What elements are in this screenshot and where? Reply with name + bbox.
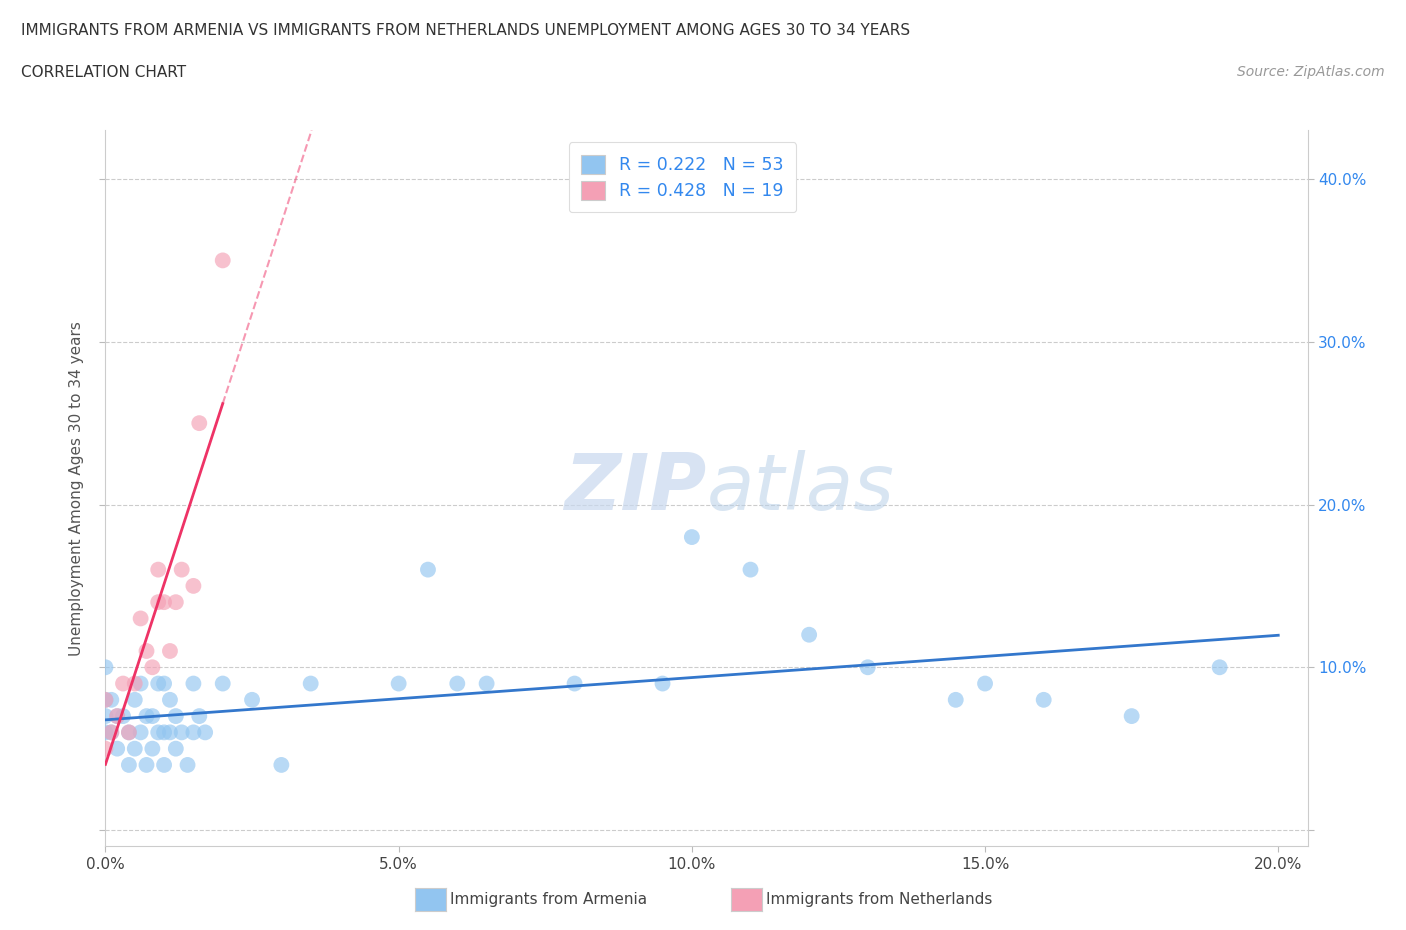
Y-axis label: Unemployment Among Ages 30 to 34 years: Unemployment Among Ages 30 to 34 years [69, 321, 84, 656]
Point [165, 595, 187, 610]
Point [176, 757, 198, 772]
Point [945, 692, 967, 708]
Point [148, 676, 170, 691]
Point [183, 676, 205, 691]
Point [446, 676, 468, 691]
Point [135, 644, 157, 658]
Point [159, 725, 181, 740]
Point [797, 628, 820, 643]
Point [129, 611, 152, 626]
Point [118, 725, 141, 740]
Text: Immigrants from Armenia: Immigrants from Armenia [450, 892, 647, 908]
Text: Source: ZipAtlas.com: Source: ZipAtlas.com [1237, 65, 1385, 79]
Point [100, 725, 122, 740]
Point [183, 578, 205, 593]
Point [112, 709, 135, 724]
Point [153, 595, 176, 610]
Point [141, 741, 163, 756]
Point [105, 709, 128, 724]
Point [564, 676, 586, 691]
Point [105, 709, 128, 724]
Point [681, 530, 703, 545]
Point [183, 725, 205, 740]
Point [740, 562, 762, 577]
Point [135, 709, 157, 724]
Text: Immigrants from Netherlands: Immigrants from Netherlands [766, 892, 993, 908]
Point [188, 709, 211, 724]
Point [124, 692, 146, 708]
Point [124, 741, 146, 756]
Point [94, 660, 117, 675]
Point [112, 676, 135, 691]
Point [100, 692, 122, 708]
Text: CORRELATION CHART: CORRELATION CHART [21, 65, 186, 80]
Text: atlas: atlas [707, 450, 894, 526]
Point [194, 725, 217, 740]
Point [94, 725, 117, 740]
Point [270, 757, 292, 772]
Point [118, 725, 141, 740]
Point [141, 709, 163, 724]
Point [475, 676, 498, 691]
Point [388, 676, 411, 691]
Point [100, 725, 122, 740]
Point [141, 660, 163, 675]
Point [856, 660, 879, 675]
Point [1208, 660, 1230, 675]
Point [159, 692, 181, 708]
Point [129, 725, 152, 740]
Legend: R = 0.222   N = 53, R = 0.428   N = 19: R = 0.222 N = 53, R = 0.428 N = 19 [569, 142, 796, 212]
Point [1032, 692, 1054, 708]
Point [211, 676, 233, 691]
Point [94, 709, 117, 724]
Point [651, 676, 673, 691]
Point [148, 562, 170, 577]
Point [153, 757, 176, 772]
Point [94, 692, 117, 708]
Point [153, 725, 176, 740]
Point [416, 562, 439, 577]
Point [159, 644, 181, 658]
Text: ZIP: ZIP [564, 450, 707, 526]
Point [188, 416, 211, 431]
Point [1121, 709, 1143, 724]
Point [240, 692, 263, 708]
Point [165, 741, 187, 756]
Point [105, 741, 128, 756]
Point [153, 676, 176, 691]
Point [170, 562, 193, 577]
Point [148, 595, 170, 610]
Point [148, 725, 170, 740]
Point [974, 676, 997, 691]
Point [299, 676, 322, 691]
Point [170, 725, 193, 740]
Point [211, 253, 233, 268]
Point [94, 741, 117, 756]
Point [94, 692, 117, 708]
Point [165, 709, 187, 724]
Point [118, 757, 141, 772]
Point [124, 676, 146, 691]
Point [129, 676, 152, 691]
Text: IMMIGRANTS FROM ARMENIA VS IMMIGRANTS FROM NETHERLANDS UNEMPLOYMENT AMONG AGES 3: IMMIGRANTS FROM ARMENIA VS IMMIGRANTS FR… [21, 23, 910, 38]
Point [135, 757, 157, 772]
